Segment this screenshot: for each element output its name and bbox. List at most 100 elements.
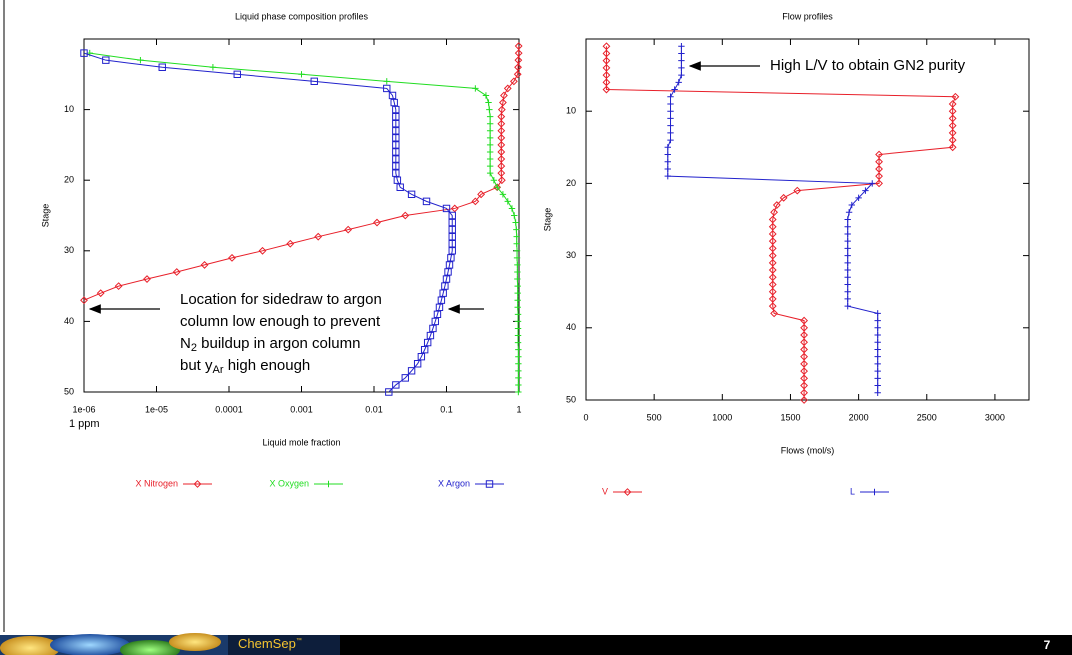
data-point — [667, 108, 674, 115]
x-tick-label: 500 — [647, 412, 662, 422]
data-point — [486, 155, 494, 163]
data-point — [513, 226, 520, 233]
data-point — [401, 374, 409, 382]
data-point — [442, 275, 451, 283]
data-point — [948, 114, 957, 123]
data-point — [514, 297, 521, 304]
data-point — [800, 316, 808, 325]
data-point — [493, 183, 502, 192]
data-point — [768, 273, 777, 282]
data-point — [472, 85, 479, 92]
footer-bar: ChemSep™ 7 — [0, 633, 1072, 655]
data-point — [779, 193, 788, 202]
data-point — [844, 274, 851, 281]
x-tick-label: 0 — [583, 412, 588, 422]
data-point — [286, 239, 295, 248]
data-point — [844, 237, 851, 245]
data-point — [844, 281, 851, 288]
data-point — [793, 186, 802, 195]
data-point — [437, 296, 446, 304]
data-point — [486, 120, 494, 127]
data-point — [500, 91, 508, 100]
y-tick-label: 10 — [566, 106, 576, 116]
data-point — [80, 296, 88, 305]
data-point — [514, 282, 521, 290]
legend-marker — [623, 488, 632, 496]
data-point — [392, 148, 400, 156]
data-point — [514, 63, 522, 72]
annotation-text: high enough — [224, 357, 311, 374]
data-point — [602, 71, 611, 80]
data-point — [258, 246, 267, 255]
data-point — [664, 151, 671, 158]
y-tick-label: 30 — [566, 250, 576, 260]
data-point — [448, 232, 456, 241]
data-point — [844, 230, 851, 238]
data-point — [844, 245, 851, 252]
plot-frame — [585, 38, 1030, 401]
data-point — [471, 197, 480, 206]
data-point — [392, 162, 400, 170]
annotation-line: but yAr high enough — [180, 357, 310, 376]
data-point — [800, 352, 808, 361]
data-point — [844, 223, 851, 230]
x-tick-label: 1e-05 — [145, 404, 168, 414]
data-point — [772, 201, 781, 209]
data-point — [768, 266, 777, 274]
x-tick-label: 2000 — [849, 412, 869, 422]
data-point — [137, 56, 144, 64]
data-point — [508, 205, 516, 212]
data-point — [513, 247, 521, 254]
data-point — [423, 338, 432, 347]
data-point — [486, 113, 494, 120]
data-point — [874, 331, 881, 339]
data-point — [800, 331, 808, 339]
x-tick-label: 2500 — [917, 412, 937, 422]
data-point — [515, 381, 522, 389]
data-point — [158, 63, 166, 71]
data-point — [514, 275, 521, 283]
data-point — [426, 331, 435, 340]
legend-marker — [325, 480, 332, 488]
x-tick-label: 0.001 — [290, 404, 313, 414]
data-point — [448, 218, 456, 227]
series-line — [83, 46, 520, 301]
data-point — [390, 98, 398, 107]
data-point — [770, 309, 779, 318]
footer-image-blob — [50, 634, 130, 655]
data-point — [439, 289, 447, 297]
data-point — [385, 388, 393, 396]
data-point — [392, 381, 400, 389]
data-point — [768, 280, 777, 289]
data-point — [514, 311, 522, 318]
x-tick-label: 1e-06 — [72, 404, 95, 414]
data-point — [429, 324, 437, 333]
data-point — [417, 353, 426, 361]
data-point — [948, 121, 957, 130]
data-point — [875, 172, 883, 181]
data-point — [602, 49, 611, 58]
data-point — [800, 359, 808, 368]
data-point — [844, 288, 851, 295]
data-point — [874, 317, 881, 324]
page-number: 7 — [1044, 638, 1051, 652]
data-point — [513, 254, 521, 262]
annotation-text: buildup in argon column — [197, 335, 360, 352]
data-point — [511, 212, 518, 219]
data-point — [874, 353, 881, 360]
annotation-subscript: 2 — [191, 342, 197, 354]
data-point — [497, 105, 506, 114]
data-point — [768, 302, 777, 311]
data-point — [383, 84, 391, 93]
data-point — [448, 225, 456, 234]
data-point — [874, 375, 881, 382]
x-tick-note: 1 ppm — [69, 418, 100, 430]
data-point — [513, 240, 520, 247]
data-point — [486, 141, 494, 149]
annotation-line: High L/V to obtain GN2 purity — [770, 57, 966, 74]
footer-brand: ChemSep™ — [238, 636, 302, 651]
data-point — [102, 56, 110, 64]
data-point — [844, 266, 851, 274]
data-point — [407, 367, 416, 375]
y-tick-label: 30 — [64, 245, 74, 255]
